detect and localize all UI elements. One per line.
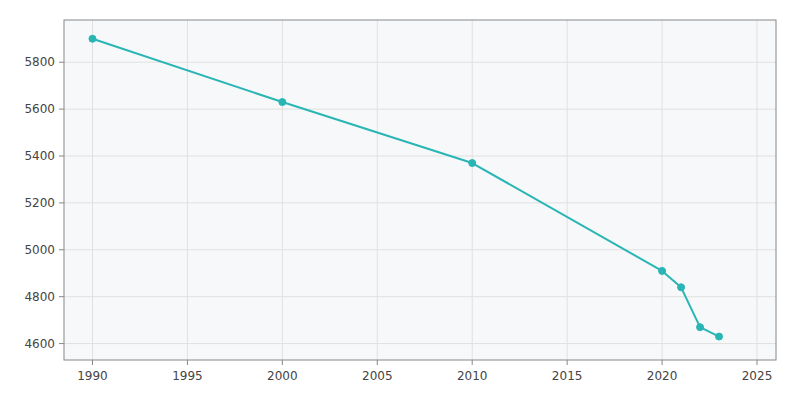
y-tick-label: 5600: [24, 102, 55, 116]
x-tick-label: 2005: [362, 369, 393, 383]
x-tick-label: 2025: [742, 369, 773, 383]
x-tick: [92, 360, 93, 365]
y-tick-label: 4600: [24, 337, 55, 351]
y-tick-label: 5800: [24, 55, 55, 69]
y-tick: [59, 156, 64, 157]
line: [92, 39, 719, 337]
x-tick: [567, 360, 568, 365]
axes: 1990 1995 2000 2005 2010 2015 2020 2025 4600 4800…: [24, 55, 772, 383]
x-tick: [282, 360, 283, 365]
x-tick-label: 1990: [77, 369, 108, 383]
y-tick: [59, 202, 64, 203]
y-grid-line: [64, 202, 776, 203]
y-grid-line: [64, 156, 776, 157]
y-tick: [59, 343, 64, 344]
x-grid-line: [757, 20, 758, 360]
point: [659, 267, 666, 274]
y-grid-line: [64, 62, 776, 63]
x-tick-label: 1995: [172, 369, 203, 383]
point: [469, 160, 476, 167]
point: [678, 284, 685, 291]
x-grid-line: [282, 20, 283, 360]
y-tick-label: 5000: [24, 243, 55, 257]
plot-frame: [64, 20, 776, 360]
x-tick-label: 2020: [647, 369, 678, 383]
x-grid-line: [92, 20, 93, 360]
x-grid-line: [472, 20, 473, 360]
y-tick: [59, 109, 64, 110]
x-tick: [757, 360, 758, 365]
series: [89, 35, 723, 340]
y-tick-label: 5200: [24, 196, 55, 210]
point: [89, 35, 96, 42]
point: [697, 324, 704, 331]
point: [279, 99, 286, 106]
plot-background: [64, 20, 776, 360]
y-grid-line: [64, 109, 776, 110]
y-tick-label: 4800: [24, 290, 55, 304]
point: [716, 333, 723, 340]
x-tick: [377, 360, 378, 365]
y-grid-line: [64, 249, 776, 250]
y-tick-label: 5400: [24, 149, 55, 163]
y-grid-line: [64, 343, 776, 344]
chart-container: 1990 1995 2000 2005 2010 2015 2020 2025 4600 4800…: [0, 0, 800, 400]
x-tick-label: 2010: [457, 369, 488, 383]
x-grid-line: [567, 20, 568, 360]
chart-svg: 1990 1995 2000 2005 2010 2015 2020 2025 4600 4800…: [0, 0, 800, 400]
x-tick: [662, 360, 663, 365]
x-tick: [187, 360, 188, 365]
x-tick-label: 2015: [552, 369, 583, 383]
y-grid-line: [64, 296, 776, 297]
grid: [64, 20, 776, 360]
x-grid-line: [662, 20, 663, 360]
x-tick-label: 2000: [267, 369, 298, 383]
x-grid-line: [377, 20, 378, 360]
y-tick: [59, 249, 64, 250]
y-tick: [59, 296, 64, 297]
x-tick: [472, 360, 473, 365]
y-tick: [59, 62, 64, 63]
